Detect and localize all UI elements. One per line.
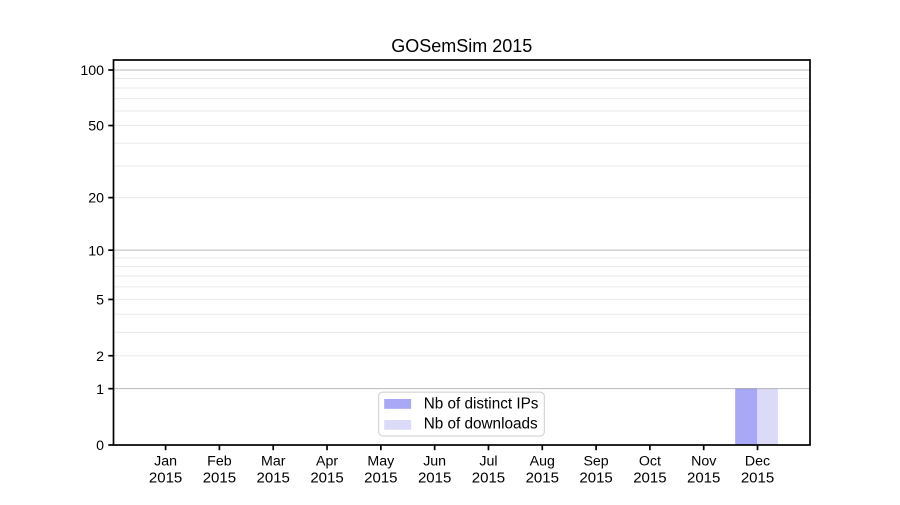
svg-text:1: 1	[96, 382, 104, 398]
svg-text:2015: 2015	[633, 469, 666, 486]
svg-text:2015: 2015	[418, 469, 451, 486]
svg-text:GOSemSim 2015: GOSemSim 2015	[391, 36, 532, 56]
svg-text:50: 50	[88, 119, 104, 135]
svg-text:Apr: Apr	[316, 453, 338, 469]
svg-text:2015: 2015	[472, 469, 505, 486]
svg-text:Jul: Jul	[479, 453, 497, 469]
svg-text:Nov: Nov	[691, 453, 717, 469]
svg-text:Oct: Oct	[639, 453, 661, 469]
svg-text:Nb of distinct IPs: Nb of distinct IPs	[424, 396, 539, 413]
svg-text:2015: 2015	[203, 469, 236, 486]
svg-text:Mar: Mar	[261, 453, 286, 469]
svg-text:2015: 2015	[364, 469, 397, 486]
svg-text:10: 10	[88, 243, 104, 259]
svg-text:Nb of downloads: Nb of downloads	[424, 416, 538, 433]
svg-text:May: May	[367, 453, 395, 469]
svg-text:0: 0	[96, 438, 104, 454]
svg-text:2015: 2015	[741, 469, 774, 486]
svg-text:Aug: Aug	[530, 453, 555, 469]
svg-text:2: 2	[96, 349, 104, 365]
svg-text:2015: 2015	[310, 469, 343, 486]
svg-text:Dec: Dec	[745, 453, 770, 469]
svg-text:Sep: Sep	[583, 453, 608, 469]
svg-text:2015: 2015	[149, 469, 182, 486]
svg-text:2015: 2015	[579, 469, 612, 486]
svg-text:5: 5	[96, 293, 104, 309]
svg-text:2015: 2015	[526, 469, 559, 486]
svg-text:2015: 2015	[257, 469, 290, 486]
svg-text:2015: 2015	[687, 469, 720, 486]
svg-text:Jun: Jun	[423, 453, 446, 469]
svg-text:Feb: Feb	[207, 453, 232, 469]
svg-text:20: 20	[88, 191, 104, 207]
svg-text:Jan: Jan	[154, 453, 177, 469]
svg-text:100: 100	[80, 63, 104, 79]
